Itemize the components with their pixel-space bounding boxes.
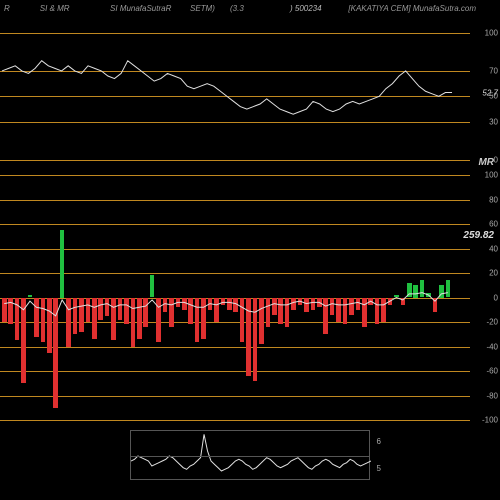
top-panel: 030507010052.7 [0, 20, 500, 160]
ylabel: -80 [486, 391, 498, 400]
hdr-left: R [4, 4, 10, 13]
top-line-chart [0, 20, 470, 160]
ylabel: 70 [489, 66, 498, 75]
hdr-val: (3.3 [230, 4, 244, 13]
hdr-setm: SETM) [190, 4, 215, 13]
ylabel: 100 [485, 171, 498, 180]
gridline [0, 420, 470, 421]
bottom-wrap: 6 5 [130, 430, 370, 480]
hdr-title: SI MunafaSutraR [110, 4, 171, 13]
gridline [0, 160, 470, 161]
ylabel: 100 [485, 28, 498, 37]
ylabel: -100 [482, 416, 498, 425]
bottom-tick-right: 6 [377, 437, 381, 446]
bottom-zero [131, 456, 369, 457]
mr-label: MR [478, 157, 494, 168]
annot-value: 52.7 [482, 88, 498, 97]
ylabel: -40 [486, 342, 498, 351]
ylabel: 40 [489, 244, 498, 253]
hdr-right: [KAKATIYA CEM] MunafaSutra.com [348, 4, 476, 13]
value-label: 259.82 [463, 230, 494, 241]
mid-line-chart [0, 175, 470, 420]
ylabel: 0 [494, 293, 498, 302]
ylabel: 80 [489, 195, 498, 204]
ylabel: 0 [494, 156, 498, 165]
mid-panel: MR 259.82 -100-80-60-40-20020406080100 [0, 175, 500, 420]
ylabel: 30 [489, 117, 498, 126]
bottom-panel: 6 5 [0, 430, 500, 490]
hdr-si-mr: SI & MR [40, 4, 70, 13]
ylabel: -20 [486, 318, 498, 327]
ylabel: 60 [489, 220, 498, 229]
bottom-tick-left: 5 [377, 464, 381, 473]
ylabel: 20 [489, 269, 498, 278]
ylabel: -60 [486, 367, 498, 376]
hdr-code: ) 500234 [290, 4, 322, 13]
